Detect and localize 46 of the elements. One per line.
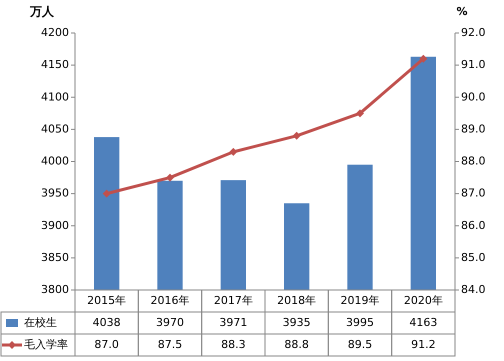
x-tick-label: 2020年 <box>404 294 443 308</box>
y-tick-label: 3800 <box>41 283 69 296</box>
data-label: 87.5 <box>158 338 182 352</box>
point <box>292 132 301 140</box>
data-label: 4163 <box>409 316 438 330</box>
y-tick-label: 4000 <box>41 154 69 168</box>
y-tick-label: 3900 <box>41 218 69 232</box>
data-label: 87.0 <box>94 338 119 352</box>
x-tick-label: 2016年 <box>150 294 190 308</box>
y2-tick-label: 92.0 <box>461 26 486 40</box>
y2-tick-label: 86.0 <box>461 218 486 232</box>
y-tick-label: 4050 <box>41 122 69 136</box>
y-tick-label: 4150 <box>41 58 69 72</box>
x-tick-label: 2015年 <box>87 294 126 308</box>
y-tick-label: 3950 <box>41 186 69 200</box>
point <box>229 148 238 156</box>
point <box>419 54 428 63</box>
legend-label: 毛入学率 <box>24 338 68 352</box>
data-label: 91.2 <box>411 338 436 352</box>
y2-tick-label: 89.0 <box>461 122 486 136</box>
x-tick-label: 2017年 <box>214 294 253 308</box>
y-axis-title: 万人 <box>29 4 55 18</box>
data-label: 4038 <box>92 316 121 330</box>
data-label: 88.3 <box>221 338 246 352</box>
point <box>166 174 174 182</box>
point <box>102 190 111 198</box>
y2-tick-label: 84.0 <box>461 283 486 296</box>
y-tick-label: 4200 <box>41 26 69 40</box>
y2-tick-label: 88.0 <box>461 154 486 168</box>
point <box>356 109 364 118</box>
data-label: 3995 <box>346 316 374 330</box>
data-label: 3971 <box>219 316 248 330</box>
y2-tick-label: 90.0 <box>461 90 486 104</box>
y2-axis-title: % <box>456 5 468 18</box>
legend-label: 在校生 <box>24 316 57 330</box>
data-label: 88.8 <box>284 338 309 352</box>
y2-tick-label: 91.0 <box>461 58 486 72</box>
data-label: 89.5 <box>348 338 372 352</box>
y2-tick-label: 87.0 <box>461 186 486 200</box>
data-label: 3970 <box>156 316 184 330</box>
x-tick-label: 2019年 <box>340 294 380 308</box>
y2-tick-label: 85.0 <box>461 250 486 264</box>
y-tick-label: 3850 <box>41 250 69 264</box>
x-tick-label: 2018年 <box>277 294 316 308</box>
y-tick-label: 4100 <box>41 90 69 104</box>
data-label: 3935 <box>282 316 311 330</box>
